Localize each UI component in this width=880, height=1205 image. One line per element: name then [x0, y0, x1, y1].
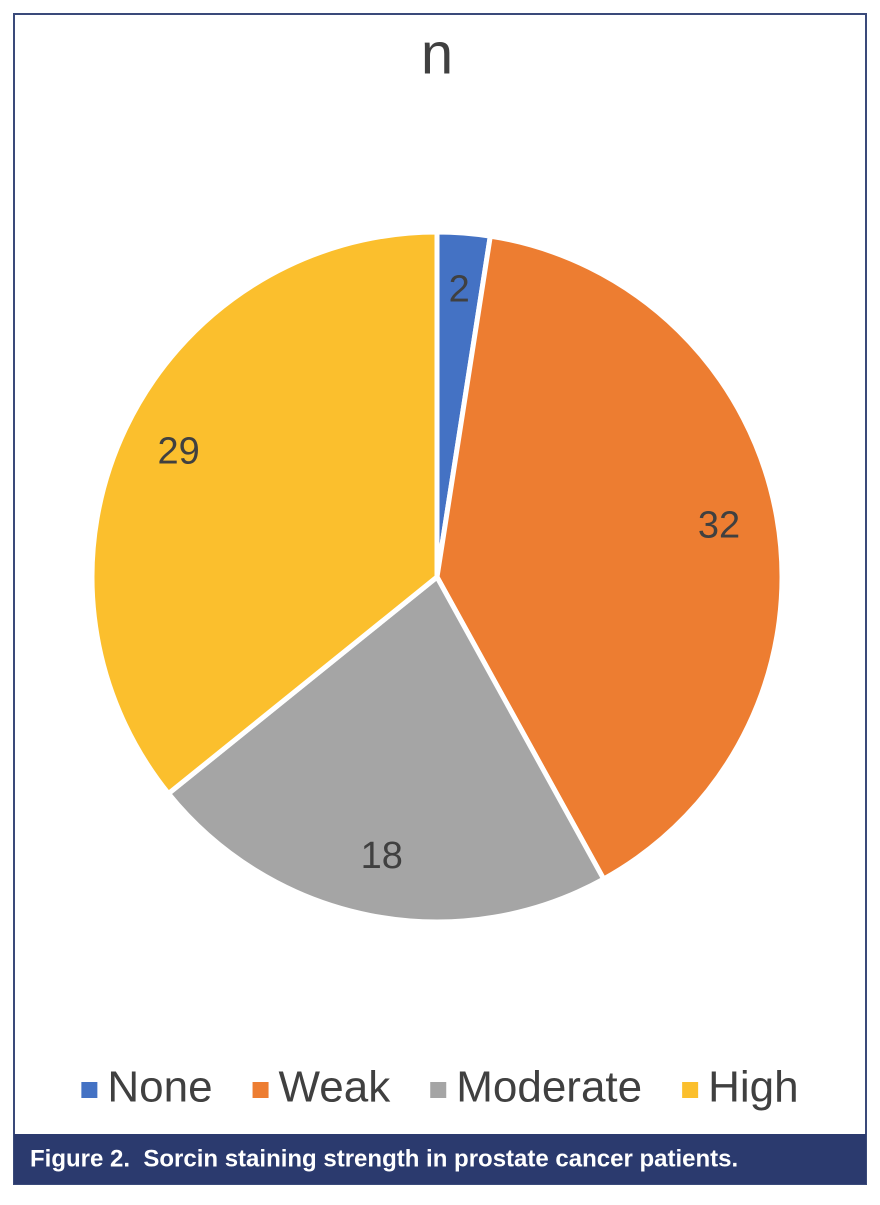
caption-bar [14, 1134, 866, 1184]
pie-slice [434, 233, 785, 882]
legend-swatch [430, 1082, 447, 1098]
pie: 2 32 18 29 [89, 229, 785, 925]
data-label: 2 [449, 269, 470, 311]
pie-slice [165, 574, 607, 925]
chart-title: n [421, 21, 453, 86]
legend-label: None [107, 1063, 212, 1112]
legend-label: Weak [279, 1063, 392, 1112]
legend-swatch [81, 1082, 98, 1098]
data-label: 29 [158, 431, 200, 473]
pie-slice [89, 229, 440, 797]
caption: Figure 2. Sorcin staining strength in pr… [30, 1145, 738, 1172]
legend-swatch [682, 1082, 699, 1098]
legend-label: High [708, 1063, 799, 1112]
data-label: 18 [361, 835, 403, 877]
legend: None Weak Moderate High [81, 1063, 799, 1112]
legend-label: Moderate [456, 1063, 642, 1112]
data-label: 32 [698, 504, 740, 546]
legend-swatch [252, 1082, 269, 1098]
